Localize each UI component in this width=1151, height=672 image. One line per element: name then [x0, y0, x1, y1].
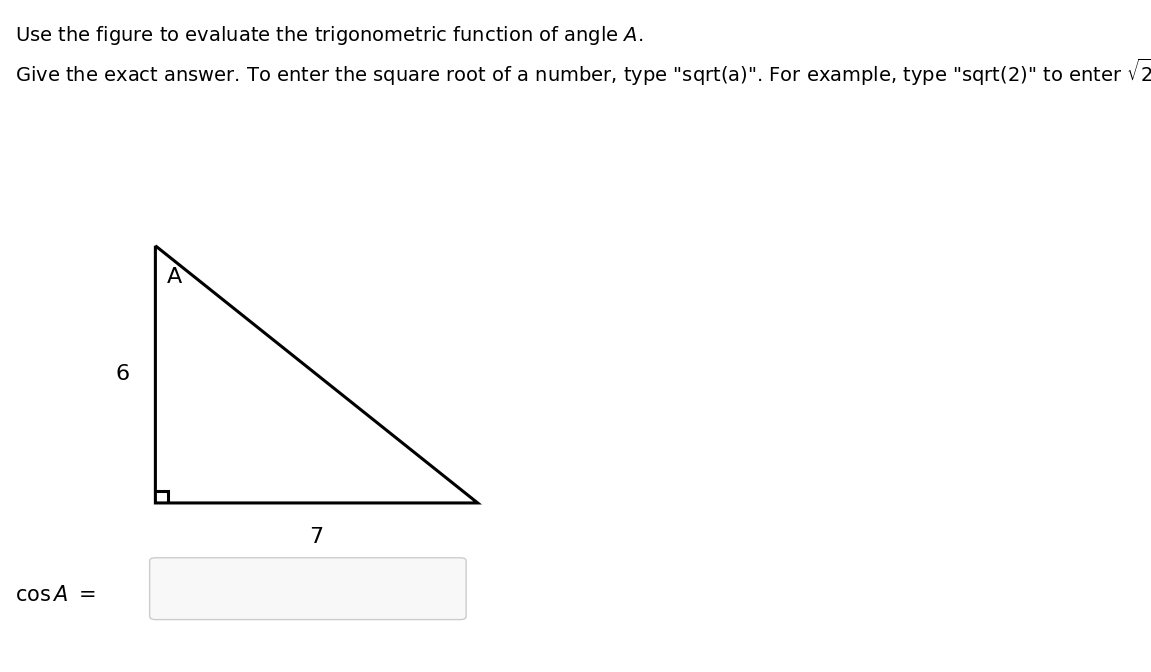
- Text: Give the exact answer. To enter the square root of a number, type "sqrt(a)". For: Give the exact answer. To enter the squa…: [15, 57, 1151, 88]
- FancyBboxPatch shape: [150, 558, 466, 620]
- Text: 6: 6: [116, 364, 130, 384]
- Text: 7: 7: [310, 527, 323, 546]
- Text: A: A: [167, 267, 182, 287]
- Text: Use the figure to evaluate the trigonometric function of angle $\mathit{A}$.: Use the figure to evaluate the trigonome…: [15, 24, 643, 46]
- Text: $\cos \mathit{A}\ =$: $\cos \mathit{A}\ =$: [15, 585, 96, 605]
